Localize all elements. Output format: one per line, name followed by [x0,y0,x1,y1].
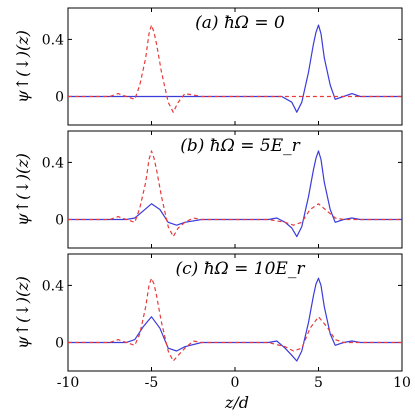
x-tick-label: 0 [231,375,240,391]
series-line-solid [68,277,402,362]
panel-a: 0 0.4 ψ↑(↓)(z) (a) ħΩ = 0 [13,7,403,126]
series-line-dashed [68,150,402,238]
y-tick-label: 0.4 [42,155,64,171]
y-tick-label: 0 [55,89,64,105]
series-line-solid [68,150,402,238]
series-line-dashed [68,24,402,113]
x-tick-label: 5 [314,375,323,391]
y-tick-label: 0.4 [42,278,64,294]
series-line-dashed [68,277,402,362]
y-axis-label: ψ↑(↓)(z) [13,30,32,103]
panel-c: -10 -5 0 5 10 0 0.4 ψ↑(↓)(z) (c) ħΩ = 10E_r [13,253,411,391]
panel-title: (c) ħΩ = 10E_r [176,259,306,279]
y-tick-label: 0 [55,335,64,351]
panel-b: 0 0.4 ψ↑(↓)(z) (b) ħΩ = 5E_r [13,130,403,249]
y-axis-label: ψ↑(↓)(z) [13,153,32,226]
x-tick-label: -10 [57,375,80,391]
x-tick-label: -5 [145,375,159,391]
panel-title: (a) ħΩ = 0 [195,13,285,33]
series-line-solid [68,24,402,113]
y-tick-label: 0 [55,212,64,228]
y-tick-label: 0.4 [42,32,64,48]
panel-title: (b) ħΩ = 5E_r [180,136,300,156]
x-tick-label: 10 [393,375,411,391]
y-axis-label: ψ↑(↓)(z) [13,276,32,349]
x-axis-label: z/d [224,393,249,412]
panels: 0 0.4 ψ↑(↓)(z) (a) ħΩ = 0 0 0.4 ψ↑(↓)(z) (b) ħΩ… [13,7,411,391]
